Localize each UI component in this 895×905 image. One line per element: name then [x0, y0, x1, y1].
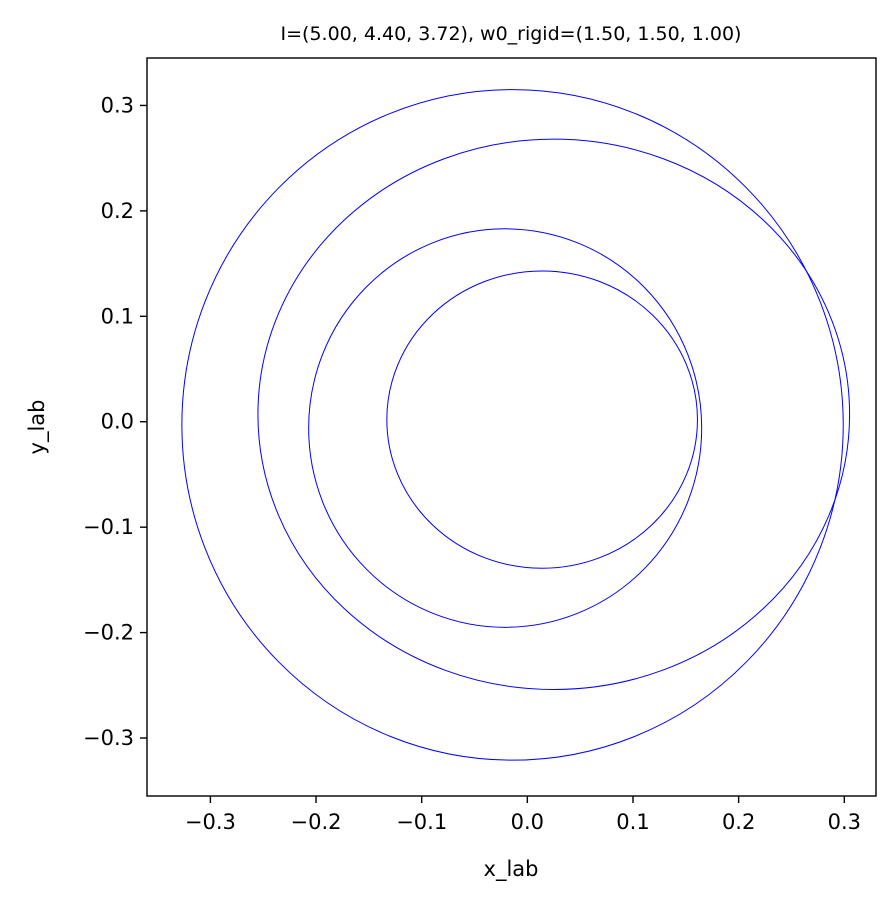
y-tick-label: 0.0	[101, 410, 134, 434]
plot-frame	[146, 57, 877, 797]
y-axis-label: y_lab	[25, 400, 50, 455]
trajectory-loop-1	[181, 89, 844, 761]
y-tick-label: −0.1	[83, 515, 134, 539]
x-tick-label: 0.1	[616, 810, 649, 834]
trajectory-loop-4	[386, 270, 698, 569]
y-axis: −0.3 −0.2 −0.1 0.0 0.1 0.2 0.3	[83, 93, 147, 750]
y-tick-label: 0.3	[101, 93, 134, 117]
x-tick-label: 0.3	[828, 810, 861, 834]
x-tick-label: 0.0	[511, 810, 544, 834]
trajectory-loop-2	[257, 138, 851, 691]
x-tick-label: −0.3	[185, 810, 236, 834]
y-tick-label: 0.1	[101, 304, 134, 328]
trajectory-layer	[181, 89, 851, 761]
x-tick-label: 0.2	[722, 810, 755, 834]
y-tick-label: −0.2	[83, 621, 134, 645]
x-axis-label: x_lab	[484, 857, 539, 882]
chart-title: I=(5.00, 4.40, 3.72), w0_rigid=(1.50, 1.…	[281, 23, 742, 45]
x-tick-label: −0.2	[291, 810, 342, 834]
x-tick-label: −0.1	[396, 810, 447, 834]
trajectory-loop-3	[308, 228, 703, 628]
y-tick-label: −0.3	[83, 726, 134, 750]
y-tick-label: 0.2	[101, 199, 134, 223]
x-axis: −0.3 −0.2 −0.1 0.0 0.1 0.2 0.3	[185, 796, 861, 834]
